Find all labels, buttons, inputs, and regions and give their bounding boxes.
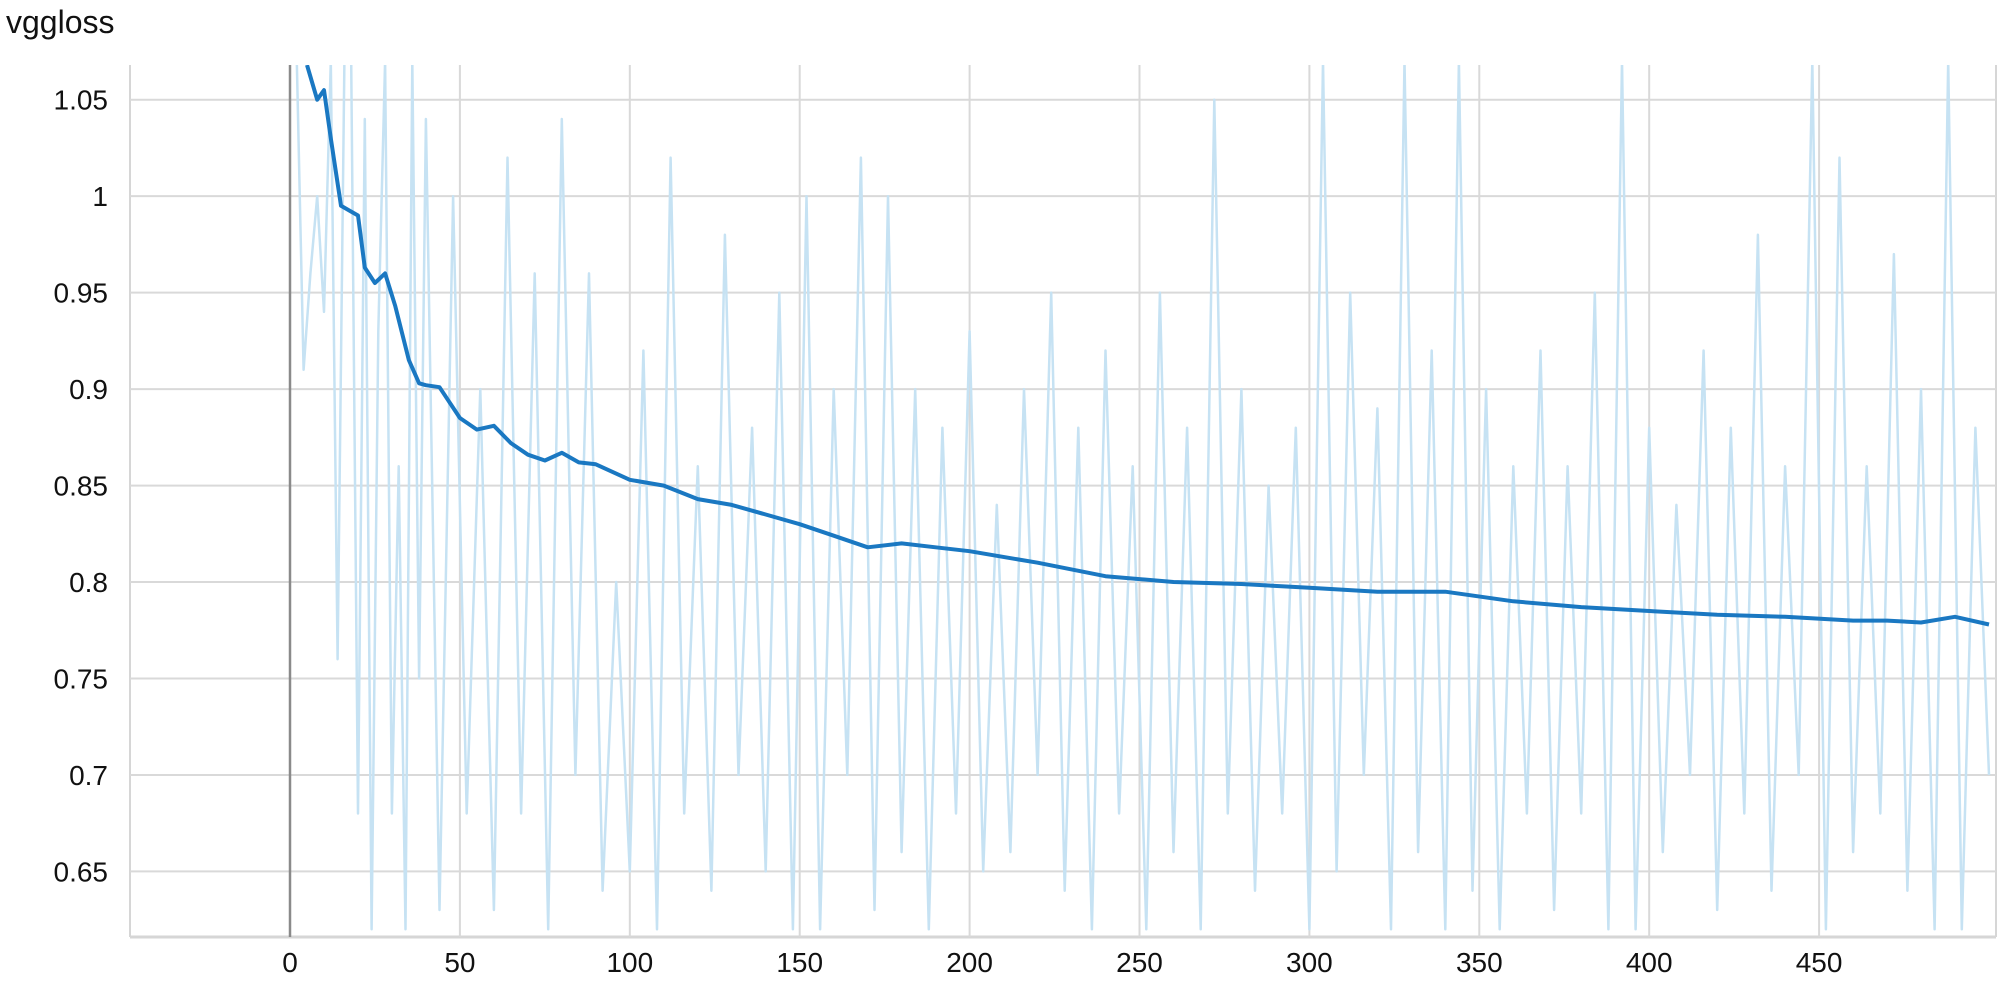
y-tick-label: 0.75 bbox=[54, 663, 109, 694]
y-tick-label: 0.95 bbox=[54, 278, 109, 309]
x-tick-label: 0 bbox=[282, 947, 298, 978]
y-tick-label: 0.7 bbox=[69, 760, 108, 791]
x-tick-label: 300 bbox=[1286, 947, 1333, 978]
x-tick-label: 350 bbox=[1456, 947, 1503, 978]
x-tick-label: 200 bbox=[946, 947, 993, 978]
y-tick-label: 1.05 bbox=[54, 85, 109, 116]
y-tick-label: 0.8 bbox=[69, 567, 108, 598]
series-layer bbox=[295, 65, 1991, 931]
raw-series-line bbox=[295, 65, 1991, 931]
x-tick-label: 400 bbox=[1626, 947, 1673, 978]
x-tick-label: 100 bbox=[606, 947, 653, 978]
x-tick-label: 150 bbox=[776, 947, 823, 978]
tick-labels: 0.65 0.7 0.75 0.8 0.85 0.9 0.95 1 1.05 0 50 100 150 2… bbox=[54, 85, 1843, 978]
x-tick-label: 250 bbox=[1116, 947, 1163, 978]
smoothed-series-line bbox=[305, 65, 1990, 627]
chart-title: vggloss bbox=[6, 4, 115, 40]
y-tick-label: 0.9 bbox=[69, 374, 108, 405]
y-tick-label: 1 bbox=[92, 181, 108, 212]
x-tick-label: 450 bbox=[1796, 947, 1843, 978]
x-tick-label: 50 bbox=[444, 947, 475, 978]
y-tick-label: 0.65 bbox=[54, 856, 109, 887]
y-tick-label: 0.85 bbox=[54, 471, 109, 502]
